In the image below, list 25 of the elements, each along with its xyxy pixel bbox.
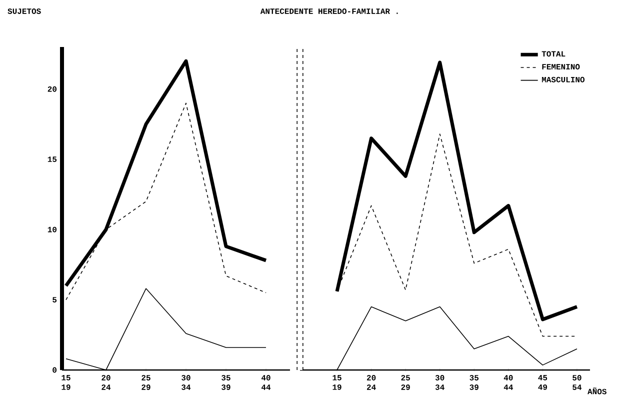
x-tick-label: 30 34 <box>435 375 444 390</box>
x-tick-label: 45 49 <box>538 375 548 390</box>
x-tick-label: 50 54 <box>572 375 582 390</box>
x-tick-label: 35 39 <box>470 375 479 390</box>
chart-title: ANTECEDENTE HEREDO-FAMILIAR . <box>260 8 398 14</box>
x-tick-label: 25 29 <box>401 375 410 390</box>
x-tick-label: 40 44 <box>504 375 513 390</box>
x-tick-label: 30 34 <box>182 375 191 390</box>
x-tick-label: 20 24 <box>366 375 376 390</box>
x-tick-label: 40 44 <box>261 375 271 390</box>
x-tick-label: 20 24 <box>102 375 111 390</box>
x-tick-label: 15 19 <box>332 375 342 390</box>
x-tick-label: 25 29 <box>142 375 150 390</box>
x-axis-title: AÑOS <box>588 388 606 394</box>
x-tick-label: 35 39 <box>222 375 230 390</box>
legend-label: FEMENINO <box>542 64 580 70</box>
y-tick-label: 20 <box>48 86 57 92</box>
y-tick-label: 5 <box>52 297 57 302</box>
y-tick-label: 10 <box>48 226 57 232</box>
y-tick-label: 0 <box>52 367 57 373</box>
legend-label: TOTAL <box>542 51 566 57</box>
legend-label: MASCULINO <box>542 76 585 82</box>
y-tick-label: 15 <box>48 156 57 162</box>
x-tick-label: 15 19 <box>62 375 70 390</box>
y-axis-title: SUJETOS <box>8 8 41 14</box>
